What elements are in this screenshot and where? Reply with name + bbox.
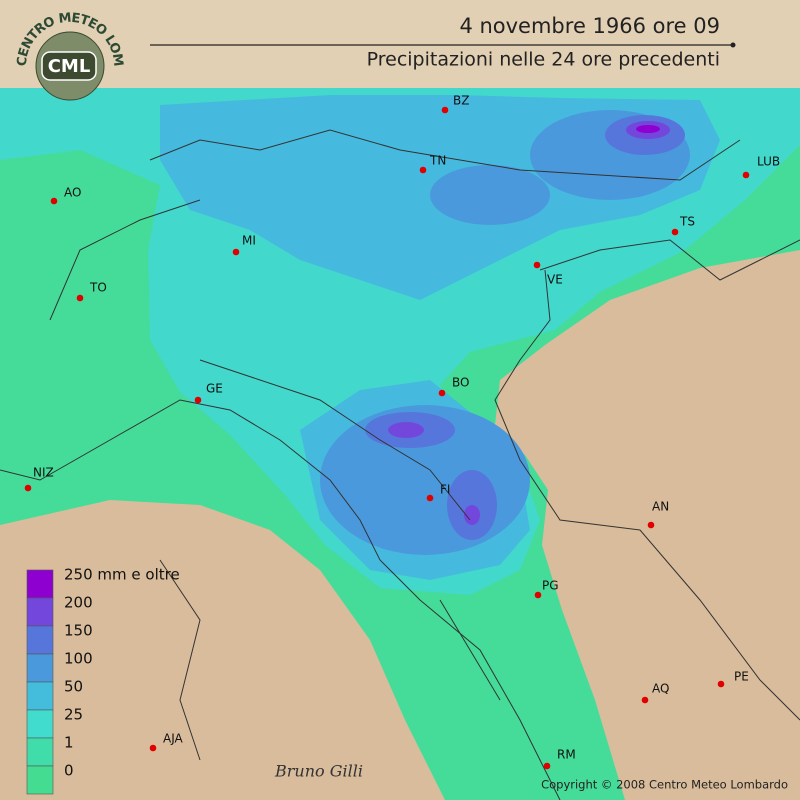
city-label: TO <box>89 281 107 295</box>
city-label: AJA <box>163 732 184 746</box>
city-label: TN <box>429 154 446 168</box>
city-label: FI <box>440 483 450 497</box>
legend-label: 100 <box>64 650 93 668</box>
city-dot <box>742 171 750 179</box>
legend-swatch <box>26 653 54 683</box>
copyright: Copyright © 2008 Centro Meteo Lombardo <box>541 778 788 792</box>
city-label: NIZ <box>33 466 54 480</box>
city-dot <box>671 228 679 236</box>
city-label: PE <box>734 670 749 684</box>
city-dot <box>426 494 434 502</box>
city-dot <box>641 696 649 704</box>
city-dot <box>50 197 58 205</box>
cities: BZ TN AO MI TO VE TS LUB GE BO NIZ FI AN PG AQ PE AJA RM <box>24 94 780 770</box>
city-label: BZ <box>453 94 469 108</box>
legend-swatch <box>26 681 54 711</box>
legend-label: 0 <box>64 762 74 780</box>
legend-swatch <box>26 765 54 795</box>
legend-swatch <box>26 569 54 599</box>
city-dot <box>441 106 449 114</box>
city-label: TS <box>679 215 695 229</box>
city-dot <box>76 294 84 302</box>
city-label: VE <box>547 273 563 287</box>
legend-swatch <box>26 737 54 767</box>
logo-short: CML <box>48 56 91 77</box>
city-dot <box>24 484 32 492</box>
precip-area-100 <box>430 165 550 225</box>
city-dot <box>149 744 157 752</box>
legend-label: 50 <box>64 678 83 696</box>
header-band <box>0 0 800 88</box>
city-label: LUB <box>757 155 780 169</box>
city-label: RM <box>557 748 576 762</box>
city-dot <box>438 389 446 397</box>
precip-area-200 <box>464 505 480 525</box>
city-label: MI <box>242 234 256 248</box>
city-dot <box>194 396 202 404</box>
legend-swatch <box>26 597 54 627</box>
coastline <box>0 239 800 800</box>
legend-label: 150 <box>64 622 93 640</box>
city-dot <box>533 261 541 269</box>
legend-label: 250 mm e oltre <box>64 566 180 584</box>
city-label: BO <box>452 376 469 390</box>
signature: Bruno Gilli <box>274 762 363 781</box>
legend-label: 200 <box>64 594 93 612</box>
legend-label: 1 <box>64 734 74 752</box>
city-dot <box>543 762 551 770</box>
city-dot <box>647 521 655 529</box>
city-label: AO <box>64 186 81 200</box>
city-dot <box>419 166 427 174</box>
precip-area-250 <box>636 125 660 133</box>
city-dot <box>717 680 725 688</box>
legend-swatch <box>26 625 54 655</box>
title: 4 novembre 1966 ore 09 <box>459 14 720 38</box>
city-dot <box>232 248 240 256</box>
legend: 250 mm e oltre 200 150 100 50 25 1 0 <box>26 566 180 795</box>
city-label: AN <box>652 500 669 514</box>
city-dot <box>534 591 542 599</box>
city-label: PG <box>542 579 559 593</box>
subtitle: Precipitazioni nelle 24 ore precedenti <box>367 49 720 71</box>
relief-contours <box>49 129 741 761</box>
legend-label: 25 <box>64 706 83 724</box>
precip-area-200 <box>388 422 424 438</box>
city-label: GE <box>206 382 223 396</box>
header-rule-dot <box>730 42 736 48</box>
legend-swatch <box>26 709 54 739</box>
city-label: AQ <box>652 682 669 696</box>
